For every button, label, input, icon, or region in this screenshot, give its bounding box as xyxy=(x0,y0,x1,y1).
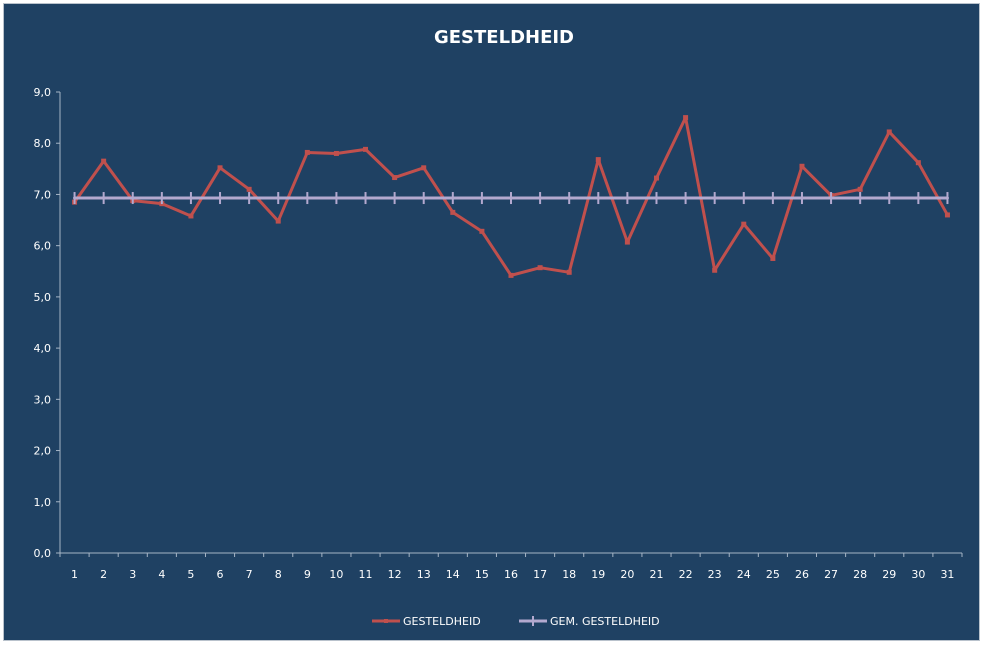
data-point xyxy=(246,186,252,192)
x-tick-label: 11 xyxy=(359,568,373,581)
legend-item: GESTELDHEID xyxy=(372,615,481,628)
x-tick-label: 25 xyxy=(766,568,780,581)
y-tick-label: 0,0 xyxy=(34,547,52,560)
x-tick-label: 27 xyxy=(824,568,838,581)
x-tick-label: 12 xyxy=(388,568,402,581)
y-tick-label: 8,0 xyxy=(34,137,52,150)
data-point xyxy=(944,212,950,218)
y-tick-label: 4,0 xyxy=(34,342,52,355)
series-layer xyxy=(72,115,950,278)
x-tick-label: 1 xyxy=(71,568,78,581)
data-point xyxy=(741,221,747,227)
x-tick-label: 7 xyxy=(246,568,253,581)
data-point xyxy=(392,175,398,181)
data-point xyxy=(508,272,514,278)
data-point xyxy=(799,163,805,169)
x-tick-label: 15 xyxy=(475,568,489,581)
data-point xyxy=(450,209,456,215)
x-tick-label: 10 xyxy=(329,568,343,581)
data-point xyxy=(304,149,310,155)
x-tick-label: 3 xyxy=(129,568,136,581)
x-tick-label: 18 xyxy=(562,568,576,581)
data-point xyxy=(624,239,630,245)
chart-title: GESTELDHEID xyxy=(434,27,574,48)
x-tick-label: 16 xyxy=(504,568,518,581)
data-point xyxy=(886,129,892,135)
data-point xyxy=(595,157,601,163)
legend-marker xyxy=(384,619,388,623)
x-tick-label: 19 xyxy=(591,568,605,581)
x-tick-label: 20 xyxy=(620,568,634,581)
data-point xyxy=(537,265,543,271)
x-tick-label: 30 xyxy=(911,568,925,581)
y-tick-label: 7,0 xyxy=(34,188,52,201)
x-tick-label: 9 xyxy=(304,568,311,581)
y-tick-label: 3,0 xyxy=(34,393,52,406)
x-tick-label: 26 xyxy=(795,568,809,581)
x-tick-label: 23 xyxy=(708,568,722,581)
data-point xyxy=(421,165,427,171)
legend-label: GEM. GESTELDHEID xyxy=(550,615,660,628)
x-tick-label: 4 xyxy=(158,568,165,581)
legend: GESTELDHEID GEM. GESTELDHEID xyxy=(372,615,660,628)
x-tick-label: 29 xyxy=(882,568,896,581)
data-point xyxy=(275,218,281,224)
x-tick-label: 6 xyxy=(217,568,224,581)
legend-item: GEM. GESTELDHEID xyxy=(519,615,660,628)
x-tick-label: 14 xyxy=(446,568,460,581)
data-point xyxy=(479,228,485,234)
data-point xyxy=(712,267,718,273)
data-point xyxy=(217,165,223,171)
data-point xyxy=(333,150,339,156)
data-point xyxy=(857,186,863,192)
data-point xyxy=(915,160,921,166)
x-tick-label: 5 xyxy=(187,568,194,581)
data-point xyxy=(363,146,369,152)
y-tick-label: 5,0 xyxy=(34,291,52,304)
x-tick-label: 2 xyxy=(100,568,107,581)
data-point xyxy=(188,213,194,219)
x-tick-label: 17 xyxy=(533,568,547,581)
data-point xyxy=(566,269,572,275)
y-tick-label: 2,0 xyxy=(34,445,52,458)
axes: 0,01,02,03,04,05,06,07,08,09,01 2 3 4 5 6 7 8 9 1… xyxy=(34,86,963,581)
y-tick-label: 1,0 xyxy=(34,496,52,509)
x-tick-label: 13 xyxy=(417,568,431,581)
x-tick-label: 21 xyxy=(649,568,663,581)
data-point xyxy=(653,175,659,181)
data-point xyxy=(770,255,776,261)
series-gem-gesteldheid xyxy=(73,192,949,205)
chart-area: GESTELDHEID 0,0 1,0 2,0 3,0 4,0 5,0 6,0 7,0 8,0 9… xyxy=(3,3,980,641)
y-tick-label: 6,0 xyxy=(34,240,52,253)
x-tick-label: 24 xyxy=(737,568,751,581)
x-tick-label: 28 xyxy=(853,568,867,581)
x-tick-label: 31 xyxy=(940,568,954,581)
y-tick-label: 9,0 xyxy=(34,86,52,99)
x-tick-label: 8 xyxy=(275,568,282,581)
chart-svg: GESTELDHEID 0,0 1,0 2,0 3,0 4,0 5,0 6,0 7,0 8,0 9… xyxy=(34,27,963,628)
x-tick-label: 22 xyxy=(679,568,693,581)
legend-label: GESTELDHEID xyxy=(403,615,481,628)
data-point xyxy=(101,158,107,164)
data-point xyxy=(683,115,689,121)
